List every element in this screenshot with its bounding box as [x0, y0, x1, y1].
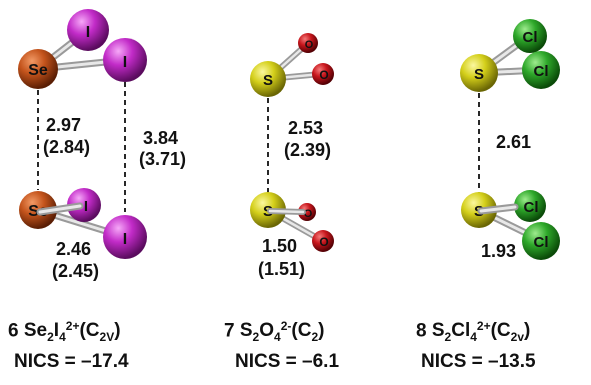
formula-part: 2 — [444, 330, 452, 345]
bond-length-calc-label: (2.45) — [52, 261, 99, 281]
formula-part: 2 — [252, 330, 260, 345]
nics-value: NICS = –6.1 — [235, 351, 340, 372]
atom-label-s: S — [474, 66, 484, 83]
formula-part: O — [259, 320, 275, 342]
nics-value: NICS = –13.5 — [421, 351, 536, 372]
nics-s2o4: NICS = –6.1 — [235, 351, 339, 373]
chlorine-atom — [513, 19, 547, 53]
atom-label-cl: Cl — [534, 63, 549, 80]
chlorine-atom — [514, 190, 546, 222]
molecule-formula: S2O42-(C2) — [239, 319, 325, 345]
distance-label: 2.61 — [496, 132, 531, 152]
bond-length-calc-label: (1.51) — [258, 259, 305, 279]
atom-label-i: I — [123, 54, 127, 71]
caption-s2cl4: 8 S2Cl42+(C2v) — [416, 318, 530, 344]
formula-part: (C — [79, 320, 100, 342]
atom-label-s: S — [263, 72, 273, 89]
molecule-s2cl4: Cl Cl S Cl S Cl 2.61 1.93 — [460, 19, 560, 261]
atom-label-i: I — [84, 198, 88, 215]
distance-calc-label: (3.71) — [139, 149, 186, 169]
caption-s2o4: 7 S2O42-(C2) — [224, 318, 324, 344]
formula-part: 2 — [311, 330, 319, 345]
molecule-formula: Se2I42+(C2V) — [23, 319, 121, 345]
chlorine-atom — [522, 51, 560, 89]
atom-label-o: O — [305, 39, 314, 51]
formula-part: S — [431, 320, 445, 342]
formula-part: I — [53, 320, 60, 342]
bond-se-i — [38, 204, 82, 214]
formula-part: Cl — [451, 320, 471, 342]
sulfur-atom — [250, 61, 286, 97]
formula-part: 4 — [274, 330, 281, 345]
formula-part: ) — [114, 320, 121, 342]
atom-label-cl: Cl — [534, 234, 549, 251]
oxygen-atom — [312, 230, 334, 252]
bond-s-o — [268, 209, 305, 214]
selenium-atom — [18, 49, 58, 89]
molecule-number: 8 — [416, 320, 427, 342]
molecule-s2o4: O O S O S O 2.53 (2.39) 1.50 (1.51) — [250, 33, 334, 279]
formula-part: 2+ — [476, 319, 491, 333]
oxygen-atom — [298, 203, 316, 221]
oxygen-atom — [298, 33, 318, 53]
molecule-diagram: I I Se I Se I 2.97 (2.84) 3.84 (3.71) 2.… — [18, 9, 560, 281]
formula-part: (C — [291, 320, 312, 342]
distance-label: 2.53 — [288, 118, 323, 138]
chlorine-atom — [522, 222, 560, 260]
formula-part: 2 — [47, 330, 54, 345]
iodine-atom — [103, 215, 147, 259]
oxygen-atom — [312, 63, 334, 85]
nics-se2i4: NICS = –17.4 — [14, 351, 129, 373]
bond-length-label: 2.46 — [56, 239, 91, 259]
iodine-atom — [67, 188, 101, 222]
molecule-formula: S2Cl42+(C2v) — [431, 319, 531, 345]
bond-s-cl — [479, 205, 517, 213]
bond-length-label: 1.50 — [262, 236, 297, 256]
formula-part: 2- — [280, 319, 292, 333]
atom-label-i: I — [123, 231, 127, 248]
atom-label-o: O — [304, 208, 313, 220]
formula-part: (C — [490, 320, 511, 342]
iodine-atom — [103, 38, 147, 82]
formula-part: 4 — [470, 330, 477, 345]
distance-calc-label: (2.39) — [284, 140, 331, 160]
atom-label-o: O — [319, 235, 328, 249]
formula-part: 2+ — [65, 319, 80, 333]
atom-label-i: I — [86, 24, 90, 41]
formula-part: S — [239, 320, 253, 342]
caption-se2i4: 6 Se2I42+(C2V) — [8, 318, 121, 344]
nics-s2cl4: NICS = –13.5 — [421, 351, 536, 373]
atom-label-cl: Cl — [524, 199, 539, 216]
formula-part: 2V — [99, 330, 115, 345]
molecule-number: 7 — [224, 320, 235, 342]
atom-label-cl: Cl — [523, 29, 538, 46]
formula-part: ) — [524, 320, 531, 342]
distance-label: 3.84 — [143, 128, 178, 148]
atom-label-se: Se — [28, 62, 48, 79]
distance-label: 2.97 — [46, 115, 81, 135]
distance-calc-label: (2.84) — [43, 137, 90, 157]
sulfur-atom — [460, 54, 498, 92]
formula-part: 4 — [59, 330, 66, 345]
molecule-number: 6 — [8, 320, 19, 342]
bond-length-label: 1.93 — [481, 241, 516, 261]
formula-part: ) — [318, 320, 325, 342]
formula-part: 2v — [510, 330, 525, 345]
nics-value: NICS = –17.4 — [14, 351, 129, 372]
iodine-atom — [67, 9, 109, 51]
molecule-se2i4: I I Se I Se I 2.97 (2.84) 3.84 (3.71) 2.… — [18, 9, 186, 281]
formula-part: Se — [23, 320, 48, 342]
atom-label-o: O — [319, 68, 328, 82]
